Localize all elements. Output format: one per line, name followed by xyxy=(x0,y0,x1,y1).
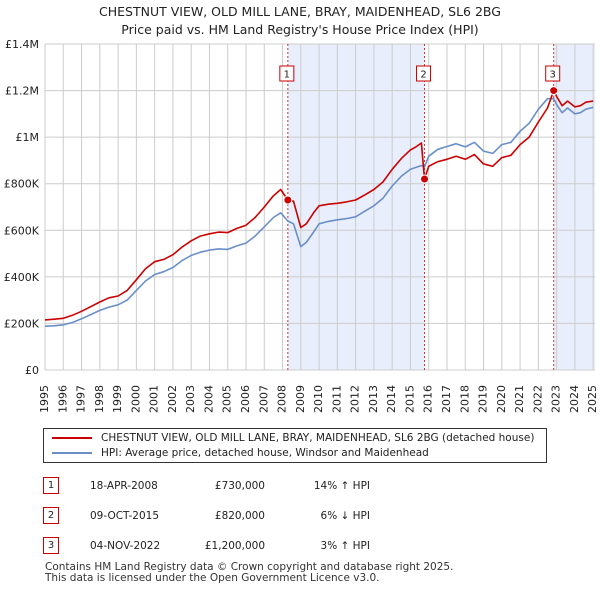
x-tick-label: 2011 xyxy=(330,385,343,413)
x-tick-label: 1996 xyxy=(56,385,69,413)
sale-number-badge: 3 xyxy=(43,537,59,554)
sale-date: 04-NOV-2022 xyxy=(90,540,161,552)
x-tick-label: 2016 xyxy=(422,385,435,413)
y-tick-label: £200K xyxy=(4,317,40,330)
sale-price: £730,000 xyxy=(214,480,265,492)
hpi-line xyxy=(44,97,594,327)
x-tick-label: 2020 xyxy=(495,385,508,413)
price-chart: 1 2 3 £0 £200K £400K £600K £800K £1M £1.2M £1.4M 19… xyxy=(4,38,599,413)
x-tick-label: 2000 xyxy=(129,385,142,413)
footer-copyright: Contains HM Land Registry data © Crown c… xyxy=(45,561,454,573)
x-tick-label: 2009 xyxy=(294,385,307,413)
sale-hpi-change: 3% ↑ HPI xyxy=(320,540,370,552)
x-tick-label: 1995 xyxy=(38,385,51,413)
x-tick-label: 2018 xyxy=(458,385,471,413)
sale-label-box-3 xyxy=(545,65,561,82)
legend-item-hpi: HPI: Average price, detached house, Wind… xyxy=(52,446,429,460)
legend-swatch-hpi xyxy=(52,452,92,454)
y-tick-label: £1M xyxy=(16,131,40,144)
sale-hpi-change: 6% ↓ HPI xyxy=(320,510,370,522)
x-tick-label: 2006 xyxy=(239,385,252,413)
legend-item-property: CHESTNUT VIEW, OLD MILL LANE, BRAY, MAID… xyxy=(52,431,534,445)
sale-number-badge: 2 xyxy=(43,507,59,524)
x-tick-label: 2005 xyxy=(221,385,234,413)
sale-label-3: 3 xyxy=(550,70,556,81)
sale-number-badge: 1 xyxy=(43,477,59,494)
legend-swatch-property xyxy=(52,437,92,439)
table-row: 1 18-APR-2008 £730,000 14% ↑ HPI xyxy=(0,474,600,496)
sale-price: £1,200,000 xyxy=(204,540,265,552)
x-tick-label: 2012 xyxy=(349,385,362,413)
sale-point-1 xyxy=(283,195,293,205)
sale-point-3 xyxy=(549,86,559,96)
sale-label-1: 1 xyxy=(284,70,290,81)
ownership-shade-1 xyxy=(287,44,425,370)
property-price-line xyxy=(44,89,594,321)
table-row: 2 09-OCT-2015 £820,000 6% ↓ HPI xyxy=(0,504,600,526)
x-tick-label: 2007 xyxy=(257,385,270,413)
sale-date: 09-OCT-2015 xyxy=(90,510,159,522)
chart-legend: CHESTNUT VIEW, OLD MILL LANE, BRAY, MAID… xyxy=(43,428,547,463)
x-tick-label: 2014 xyxy=(385,385,398,413)
sale-date: 18-APR-2008 xyxy=(90,480,158,492)
y-tick-label: £600K xyxy=(4,224,40,237)
y-tick-label: £400K xyxy=(4,271,40,284)
sale-label-box-2 xyxy=(416,65,432,82)
x-tick-label: 2010 xyxy=(312,385,325,413)
x-tick-label: 2021 xyxy=(513,385,526,413)
x-tick-label: 2024 xyxy=(568,385,581,413)
sale-label-box-1 xyxy=(279,65,295,82)
y-tick-label: £800K xyxy=(4,178,40,191)
sale-label-2: 2 xyxy=(420,70,426,81)
x-tick-label: 2015 xyxy=(403,385,416,413)
footer-licence: This data is licensed under the Open Gov… xyxy=(45,572,380,584)
x-tick-label: 2013 xyxy=(367,385,380,413)
sale-price: £820,000 xyxy=(214,510,265,522)
x-tick-label: 2025 xyxy=(586,385,599,413)
footer-attribution: Contains HM Land Registry data © Crown c… xyxy=(45,562,453,584)
legend-label-hpi: HPI: Average price, detached house, Wind… xyxy=(101,447,429,459)
chart-title: CHESTNUT VIEW, OLD MILL LANE, BRAY, MAID… xyxy=(99,4,501,19)
chart-subtitle: Price paid vs. HM Land Registry's House … xyxy=(121,22,479,37)
x-tick-label: 2017 xyxy=(440,385,453,413)
x-tick-label: 2004 xyxy=(202,385,215,413)
x-tick-label: 2001 xyxy=(148,385,161,413)
x-tick-label: 1999 xyxy=(111,385,124,413)
legend-label-property: CHESTNUT VIEW, OLD MILL LANE, BRAY, MAID… xyxy=(101,432,535,444)
y-tick-label: £1.4M xyxy=(5,38,39,51)
ownership-shade-2 xyxy=(553,44,595,370)
x-tick-label: 2003 xyxy=(184,385,197,413)
x-tick-label: 2008 xyxy=(276,385,289,413)
x-tick-label: 1998 xyxy=(93,385,106,413)
x-tick-label: 1997 xyxy=(75,385,88,413)
sale-point-2 xyxy=(420,174,430,184)
sale-hpi-change: 14% ↑ HPI xyxy=(313,480,370,492)
table-row: 3 04-NOV-2022 £1,200,000 3% ↑ HPI xyxy=(0,534,600,556)
x-tick-label: 2019 xyxy=(477,385,490,413)
y-tick-label: £1.2M xyxy=(5,85,39,98)
x-tick-label: 2022 xyxy=(531,385,544,413)
x-tick-label: 2023 xyxy=(550,385,563,413)
x-tick-label: 2002 xyxy=(166,385,179,413)
y-tick-label: £0 xyxy=(25,364,39,377)
